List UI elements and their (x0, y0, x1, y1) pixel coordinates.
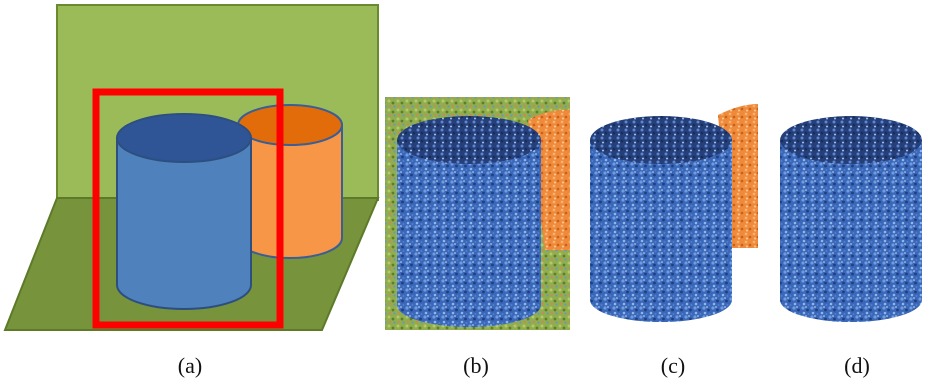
panel-b-pointcloud (385, 97, 570, 330)
cylinder-points (780, 140, 922, 322)
cylinder-points (590, 140, 732, 322)
panel-label: (d) (844, 353, 870, 378)
panel-label: (c) (661, 353, 685, 378)
orange-cylinder (238, 105, 342, 258)
panel-a-scene (5, 5, 378, 330)
cylinder-top-points (780, 116, 922, 164)
cylinder-points (397, 140, 541, 327)
cylinder-top-points (590, 116, 732, 164)
cylinder-top-points (397, 116, 541, 164)
page: (a) (b) (c) (d) (() => { const data = JS… (0, 0, 926, 381)
panel-label: (b) (463, 353, 489, 378)
panel-label: (a) (178, 353, 202, 378)
panel-c-pointcloud (590, 104, 758, 322)
blue-cylinder (117, 114, 251, 309)
figure: (a) (b) (c) (d) (0, 0, 926, 381)
panel-d-pointcloud (780, 116, 922, 322)
